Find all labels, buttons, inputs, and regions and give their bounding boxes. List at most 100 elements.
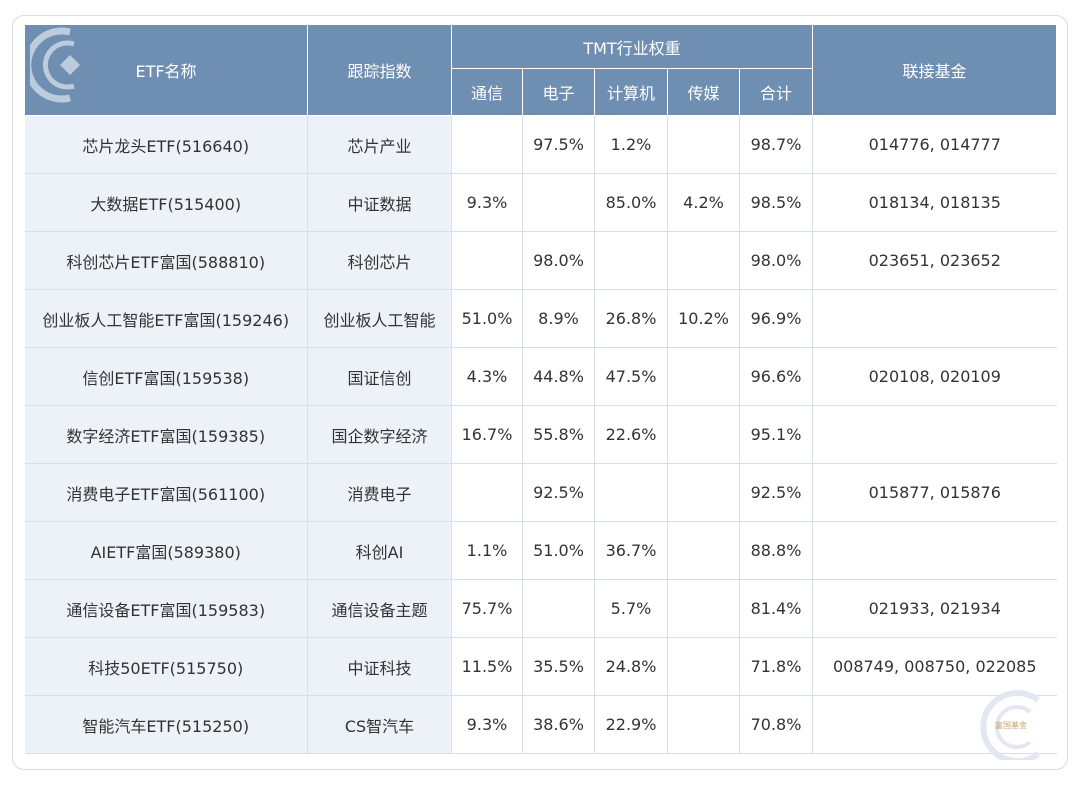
cell-media bbox=[667, 115, 740, 174]
cell-etf-name: 芯片龙头ETF(516640) bbox=[24, 115, 308, 174]
cell-total: 98.5% bbox=[739, 173, 813, 232]
cell-linked-fund: 018134, 018135 bbox=[812, 173, 1057, 232]
cell-tracking-index: 国证信创 bbox=[307, 347, 452, 406]
table-row: 通信设备ETF富国(159583) 通信设备主题 75.7% 5.7% 81.4% 021… bbox=[24, 579, 1057, 638]
table-row: 大数据ETF(515400) 中证数据 9.3% 85.0% 4.2% 98.5% 0181… bbox=[24, 173, 1057, 232]
cell-total: 70.8% bbox=[739, 695, 813, 754]
etf-weight-table: ETF名称 跟踪指数 TMT行业权重 联接基金 通信 电子 计算机 传媒 合计 … bbox=[24, 24, 1057, 754]
cell-total: 98.7% bbox=[739, 115, 813, 174]
cell-telecom: 9.3% bbox=[451, 173, 523, 232]
table-row: 科技50ETF(515750) 中证科技 11.5% 35.5% 24.8% 71.8% 0… bbox=[24, 637, 1057, 696]
cell-etf-name: 科创芯片ETF富国(588810) bbox=[24, 231, 308, 290]
watermark-text: 富国基金 bbox=[995, 721, 1027, 730]
cell-electronics: 55.8% bbox=[522, 405, 595, 464]
cell-tracking-index: 科创AI bbox=[307, 521, 452, 580]
table-row: 智能汽车ETF(515250) CS智汽车 9.3% 38.6% 22.9% 70.8% bbox=[24, 695, 1057, 754]
etf-table-container: ETF名称 跟踪指数 TMT行业权重 联接基金 通信 电子 计算机 传媒 合计 … bbox=[24, 24, 1057, 754]
cell-computer: 85.0% bbox=[594, 173, 668, 232]
cell-media: 10.2% bbox=[667, 289, 740, 348]
cell-media bbox=[667, 463, 740, 522]
cell-linked-fund bbox=[812, 405, 1057, 464]
cell-tracking-index: 通信设备主题 bbox=[307, 579, 452, 638]
cell-computer: 1.2% bbox=[594, 115, 668, 174]
cell-linked-fund: 014776, 014777 bbox=[812, 115, 1057, 174]
cell-tracking-index: 芯片产业 bbox=[307, 115, 452, 174]
cell-computer bbox=[594, 231, 668, 290]
cell-telecom: 51.0% bbox=[451, 289, 523, 348]
cell-computer: 26.8% bbox=[594, 289, 668, 348]
cell-media bbox=[667, 231, 740, 290]
cell-etf-name: 信创ETF富国(159538) bbox=[24, 347, 308, 406]
cell-telecom: 4.3% bbox=[451, 347, 523, 406]
header-media: 传媒 bbox=[667, 68, 740, 116]
cell-media bbox=[667, 637, 740, 696]
cell-telecom bbox=[451, 115, 523, 174]
cell-etf-name: 科技50ETF(515750) bbox=[24, 637, 308, 696]
cell-media: 4.2% bbox=[667, 173, 740, 232]
cell-total: 96.9% bbox=[739, 289, 813, 348]
cell-linked-fund: 023651, 023652 bbox=[812, 231, 1057, 290]
cell-linked-fund: 021933, 021934 bbox=[812, 579, 1057, 638]
cell-media bbox=[667, 405, 740, 464]
cell-total: 98.0% bbox=[739, 231, 813, 290]
cell-etf-name: 消费电子ETF富国(561100) bbox=[24, 463, 308, 522]
cell-computer: 22.6% bbox=[594, 405, 668, 464]
cell-telecom bbox=[451, 463, 523, 522]
table-row: 科创芯片ETF富国(588810) 科创芯片 98.0% 98.0% 023651, 0… bbox=[24, 231, 1057, 290]
header-linked-fund: 联接基金 bbox=[812, 24, 1057, 116]
cell-electronics: 8.9% bbox=[522, 289, 595, 348]
cell-etf-name: 创业板人工智能ETF富国(159246) bbox=[24, 289, 308, 348]
cell-total: 92.5% bbox=[739, 463, 813, 522]
fund-logo-icon bbox=[30, 27, 80, 103]
table-row: 数字经济ETF富国(159385) 国企数字经济 16.7% 55.8% 22.6% 95… bbox=[24, 405, 1057, 464]
cell-telecom: 16.7% bbox=[451, 405, 523, 464]
header-total: 合计 bbox=[739, 68, 813, 116]
header-telecom: 通信 bbox=[451, 68, 523, 116]
cell-total: 96.6% bbox=[739, 347, 813, 406]
header-etf-name: ETF名称 bbox=[24, 24, 308, 116]
cell-electronics: 98.0% bbox=[522, 231, 595, 290]
cell-telecom: 9.3% bbox=[451, 695, 523, 754]
cell-media bbox=[667, 695, 740, 754]
header-electronics: 电子 bbox=[522, 68, 595, 116]
cell-telecom bbox=[451, 231, 523, 290]
cell-computer: 24.8% bbox=[594, 637, 668, 696]
cell-computer bbox=[594, 463, 668, 522]
cell-electronics: 51.0% bbox=[522, 521, 595, 580]
table-row: 消费电子ETF富国(561100) 消费电子 92.5% 92.5% 015877, 0… bbox=[24, 463, 1057, 522]
cell-tracking-index: CS智汽车 bbox=[307, 695, 452, 754]
watermark-logo: 富国基金 bbox=[972, 690, 1052, 764]
cell-etf-name: 数字经济ETF富国(159385) bbox=[24, 405, 308, 464]
cell-computer: 22.9% bbox=[594, 695, 668, 754]
table-row: 芯片龙头ETF(516640) 芯片产业 97.5% 1.2% 98.7% 014776,… bbox=[24, 115, 1057, 174]
table-row: 信创ETF富国(159538) 国证信创 4.3% 44.8% 47.5% 96.6% 02… bbox=[24, 347, 1057, 406]
cell-tracking-index: 科创芯片 bbox=[307, 231, 452, 290]
cell-linked-fund bbox=[812, 521, 1057, 580]
cell-electronics: 97.5% bbox=[522, 115, 595, 174]
header-tmt-weight: TMT行业权重 bbox=[451, 24, 813, 69]
cell-telecom: 75.7% bbox=[451, 579, 523, 638]
cell-media bbox=[667, 347, 740, 406]
cell-telecom: 1.1% bbox=[451, 521, 523, 580]
cell-total: 95.1% bbox=[739, 405, 813, 464]
cell-linked-fund: 020108, 020109 bbox=[812, 347, 1057, 406]
cell-electronics: 38.6% bbox=[522, 695, 595, 754]
cell-electronics bbox=[522, 173, 595, 232]
cell-electronics: 92.5% bbox=[522, 463, 595, 522]
cell-electronics bbox=[522, 579, 595, 638]
cell-etf-name: AIETF富国(589380) bbox=[24, 521, 308, 580]
cell-computer: 36.7% bbox=[594, 521, 668, 580]
cell-tracking-index: 国企数字经济 bbox=[307, 405, 452, 464]
header-tracking-index: 跟踪指数 bbox=[307, 24, 452, 116]
cell-computer: 5.7% bbox=[594, 579, 668, 638]
cell-linked-fund: 015877, 015876 bbox=[812, 463, 1057, 522]
cell-telecom: 11.5% bbox=[451, 637, 523, 696]
cell-electronics: 35.5% bbox=[522, 637, 595, 696]
cell-linked-fund bbox=[812, 289, 1057, 348]
cell-total: 88.8% bbox=[739, 521, 813, 580]
table-row: AIETF富国(589380) 科创AI 1.1% 51.0% 36.7% 88.8% bbox=[24, 521, 1057, 580]
cell-tracking-index: 消费电子 bbox=[307, 463, 452, 522]
cell-computer: 47.5% bbox=[594, 347, 668, 406]
cell-etf-name: 大数据ETF(515400) bbox=[24, 173, 308, 232]
cell-electronics: 44.8% bbox=[522, 347, 595, 406]
